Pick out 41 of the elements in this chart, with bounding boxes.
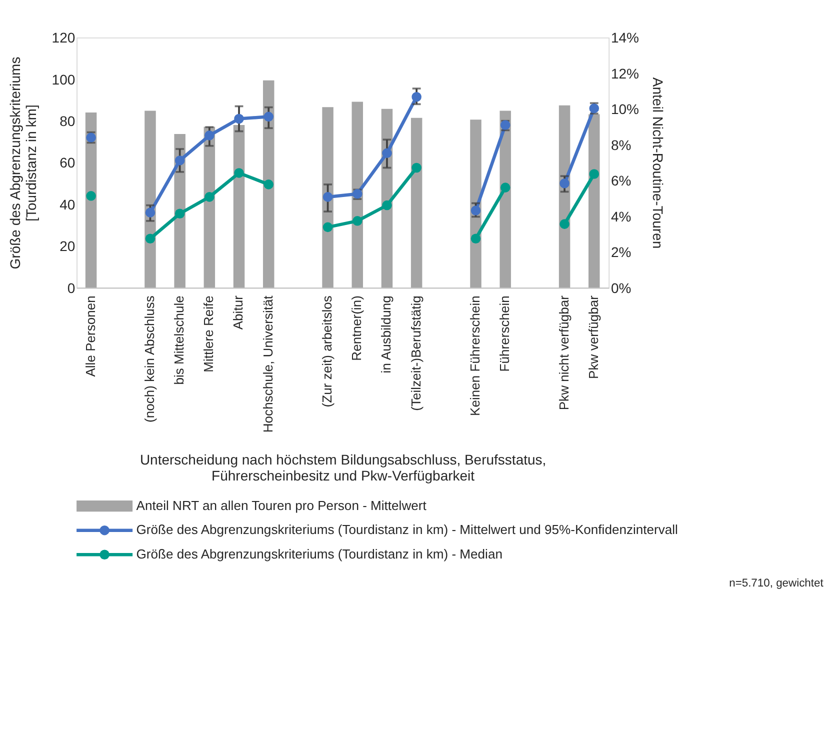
y-tick-label: 0	[67, 280, 76, 296]
bar	[322, 107, 334, 288]
point	[86, 191, 96, 201]
y2-tick-label: 8%	[610, 136, 632, 153]
text: n=5.710, gewichtet	[729, 577, 824, 590]
x-tick-label: Alle Personen	[82, 296, 98, 377]
y-tick-label: 60	[60, 154, 76, 171]
y2-tick-label: 14%	[610, 30, 639, 46]
y-tick-label: 80	[60, 112, 76, 129]
y2-tick-label: 6%	[610, 172, 632, 189]
y-tick-label: 40	[60, 196, 76, 212]
y2-axis-title: Anteil Nicht-Routine-Touren	[650, 77, 666, 249]
x-tick-label: Rentner(in)	[349, 296, 364, 361]
bar	[588, 114, 600, 288]
y2-tick-label: 12%	[610, 65, 639, 82]
bar	[85, 112, 97, 288]
bar	[262, 80, 274, 288]
x-tick-label: Mittlere Reife	[201, 296, 216, 372]
x-tick-label: Pkw nicht verfügbar	[556, 294, 572, 410]
legend-label: Anteil NRT an allen Touren pro Person - Mittelwert	[136, 498, 427, 513]
x-tick-label: (Zur zeit) arbeitslos	[320, 295, 335, 408]
x-tick-label: Keinen Führerschein	[467, 296, 482, 416]
x-tick-label: Pkw verfügbar	[586, 294, 601, 379]
x-tick-label: in Ausbildung	[378, 296, 394, 374]
y2-tick-label: 4%	[610, 208, 632, 224]
x-tick-label: (Teilzeit-)Berufstätig	[408, 296, 424, 411]
y2-tick-label: 0%	[610, 280, 632, 296]
y-tick-label: 120	[52, 30, 76, 46]
y2-tick-label: 10%	[610, 101, 639, 118]
y2-tick-label: 2%	[610, 244, 632, 260]
x-tick-label: (noch) kein Abschluss	[142, 295, 157, 422]
y-tick-label: 100	[52, 71, 76, 88]
x-tick-label: bis Mittelschule	[172, 296, 187, 385]
x-axis-title: Unterscheidung nach höchstem Bildungsabschluss, Berufsstatus, Führerscheinbesitz und Pkw-Verfügbarkeit	[140, 452, 546, 484]
y-tick-label: 20	[60, 238, 76, 254]
legend-label: Größe des Abgrenzungskriteriums (Tourdistanz in km) - Mittelwert und 95%-Konfidenzintervall	[136, 522, 678, 538]
x-tick-label: Hochschule, Universität	[260, 295, 276, 433]
y-axis-title: Größe des Abgrenzungskriteriums [Tourdistanz in km]	[7, 56, 39, 270]
x-tick-label: Führerschein	[497, 296, 512, 372]
legend-label: Größe des Abgrenzungskriteriums (Tourdistanz in km) - Median	[136, 546, 502, 562]
x-tick-label: Abitur	[230, 294, 246, 330]
